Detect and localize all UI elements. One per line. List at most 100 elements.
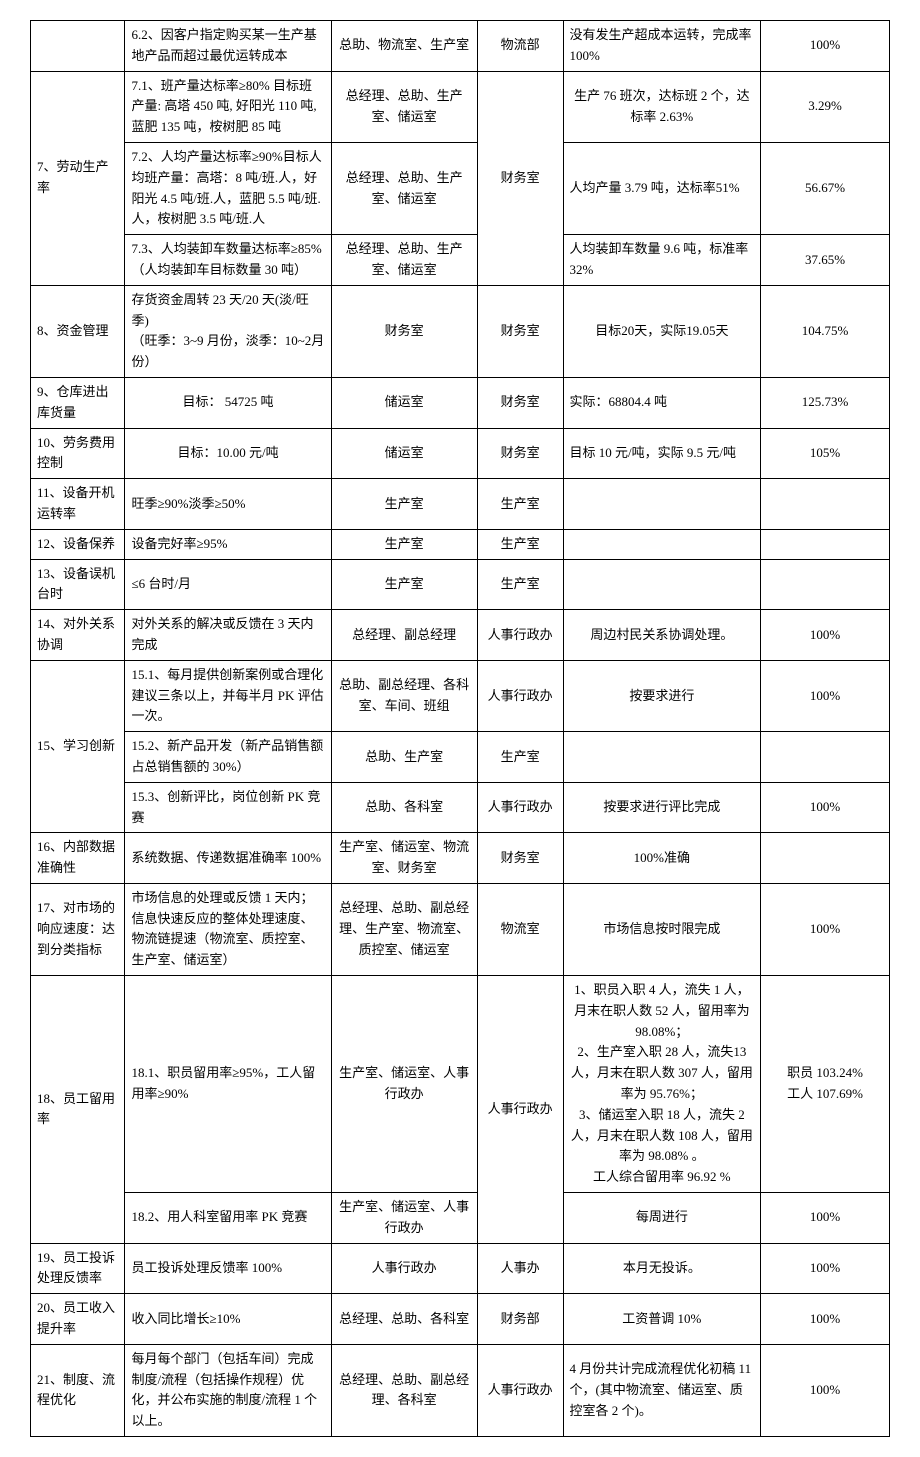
cell-responsible: 总助、生产室 — [331, 732, 477, 783]
table-row: 14、对外关系协调对外关系的解决或反馈在 3 天内完成总经理、副总经理人事行政办… — [31, 610, 890, 661]
cell-checker: 生产室 — [477, 529, 563, 559]
table-row: 16、内部数据准确性系统数据、传递数据准确率 100%生产室、储运室、物流室、财… — [31, 833, 890, 884]
cell-responsible: 生产室 — [331, 529, 477, 559]
cell-checker: 财务室 — [477, 833, 563, 884]
cell-target: ≤6 台时/月 — [125, 559, 331, 610]
cell-rate — [761, 732, 890, 783]
cell-category: 21、制度、流程优化 — [31, 1344, 125, 1436]
cell-responsible: 生产室、储运室、物流室、财务室 — [331, 833, 477, 884]
table-row: 6.2、因客户指定购买某一生产基地产品而超过最优运转成本总助、物流室、生产室物流… — [31, 21, 890, 72]
cell-target: 对外关系的解决或反馈在 3 天内完成 — [125, 610, 331, 661]
cell-target: 目标：10.00 元/吨 — [125, 428, 331, 479]
cell-category: 7、劳动生产率 — [31, 71, 125, 285]
cell-checker: 物流部 — [477, 21, 563, 72]
cell-target: 18.2、用人科室留用率 PK 竞赛 — [125, 1193, 331, 1244]
cell-checker: 人事行政办 — [477, 660, 563, 731]
cell-category: 12、设备保养 — [31, 529, 125, 559]
cell-target: 系统数据、传递数据准确率 100% — [125, 833, 331, 884]
cell-responsible: 总经理、总助、生产室、储运室 — [331, 71, 477, 142]
cell-result: 每周进行 — [563, 1193, 761, 1244]
cell-target: 15.1、每月提供创新案例或合理化建议三条以上，并每半月 PK 评估一次。 — [125, 660, 331, 731]
cell-checker: 人事行政办 — [477, 1344, 563, 1436]
cell-result: 按要求进行评比完成 — [563, 782, 761, 833]
cell-rate: 56.67% — [761, 142, 890, 234]
cell-responsible: 财务室 — [331, 285, 477, 377]
cell-checker: 财务室 — [477, 428, 563, 479]
cell-result: 本月无投诉。 — [563, 1243, 761, 1294]
cell-result: 按要求进行 — [563, 660, 761, 731]
cell-rate: 100% — [761, 883, 890, 975]
cell-target: 员工投诉处理反馈率 100% — [125, 1243, 331, 1294]
table-row: 18.2、用人科室留用率 PK 竞赛生产室、储运室、人事行政办 每周进行100% — [31, 1193, 890, 1244]
table-row: 15.3、创新评比，岗位创新 PK 竞赛总助、各科室人事行政办按要求进行评比完成… — [31, 782, 890, 833]
table-row: 18、员工留用率18.1、职员留用率≥95%，工人留用率≥90%生产室、储运室、… — [31, 976, 890, 1193]
table-row: 15、学习创新15.1、每月提供创新案例或合理化建议三条以上，并每半月 PK 评… — [31, 660, 890, 731]
cell-category — [31, 21, 125, 72]
cell-rate — [761, 559, 890, 610]
cell-category: 18、员工留用率 — [31, 976, 125, 1244]
cell-category: 8、资金管理 — [31, 285, 125, 377]
cell-result: 市场信息按时限完成 — [563, 883, 761, 975]
cell-result — [563, 732, 761, 783]
cell-target: 设备完好率≥95% — [125, 529, 331, 559]
cell-checker: 财务室 — [477, 285, 563, 377]
cell-category: 20、员工收入提升率 — [31, 1294, 125, 1345]
table-row: 9、仓库进出库货量目标： 54725 吨储运室财务室实际：68804.4 吨12… — [31, 377, 890, 428]
table-row: 21、制度、流程优化每月每个部门（包括车间）完成制度/流程（包括操作规程）优化，… — [31, 1344, 890, 1436]
cell-result: 生产 76 班次，达标班 2 个，达标率 2.63% — [563, 71, 761, 142]
cell-target: 7.2、人均产量达标率≥90%目标人均班产量：高塔：8 吨/班.人，好阳光 4.… — [125, 142, 331, 234]
cell-rate — [761, 529, 890, 559]
cell-target: 旺季≥90%淡季≥50% — [125, 479, 331, 530]
cell-result: 实际：68804.4 吨 — [563, 377, 761, 428]
cell-checker: 生产室 — [477, 559, 563, 610]
cell-responsible: 总助、各科室 — [331, 782, 477, 833]
cell-category: 9、仓库进出库货量 — [31, 377, 125, 428]
table-row: 19、员工投诉处理反馈率员工投诉处理反馈率 100%人事行政办人事办本月无投诉。… — [31, 1243, 890, 1294]
cell-category: 17、对市场的响应速度：达到分类指标 — [31, 883, 125, 975]
cell-responsible: 总经理、总助、副总经理、生产室、物流室、质控室、储运室 — [331, 883, 477, 975]
cell-result: 目标20天，实际19.05天 — [563, 285, 761, 377]
cell-target: 7.1、班产量达标率≥80% 目标班产量: 高塔 450 吨, 好阳光 110 … — [125, 71, 331, 142]
cell-rate: 100% — [761, 21, 890, 72]
cell-category: 14、对外关系协调 — [31, 610, 125, 661]
cell-responsible: 生产室、储运室、人事行政办 — [331, 1193, 477, 1244]
cell-responsible: 人事行政办 — [331, 1243, 477, 1294]
cell-rate: 100% — [761, 1193, 890, 1244]
cell-responsible: 总经理、副总经理 — [331, 610, 477, 661]
cell-checker: 物流室 — [477, 883, 563, 975]
cell-target: 15.2、新产品开发（新产品销售额占总销售额的 30%） — [125, 732, 331, 783]
table-row: 20、员工收入提升率收入同比增长≥10%总经理、总助、各科室财务部工资普调 10… — [31, 1294, 890, 1345]
cell-target: 目标： 54725 吨 — [125, 377, 331, 428]
cell-rate: 37.65% — [761, 235, 890, 286]
cell-result: 100%准确 — [563, 833, 761, 884]
cell-result: 4 月份共计完成流程优化初稿 11 个，(其中物流室、储运室、质控室各 2 个)… — [563, 1344, 761, 1436]
cell-rate: 100% — [761, 782, 890, 833]
table-row: 13、设备误机台时≤6 台时/月生产室生产室 — [31, 559, 890, 610]
table-row: 7、劳动生产率7.1、班产量达标率≥80% 目标班产量: 高塔 450 吨, 好… — [31, 71, 890, 142]
kpi-table: 6.2、因客户指定购买某一生产基地产品而超过最优运转成本总助、物流室、生产室物流… — [30, 20, 890, 1437]
cell-result: 工资普调 10% — [563, 1294, 761, 1345]
cell-rate: 100% — [761, 610, 890, 661]
cell-result — [563, 529, 761, 559]
table-row: 12、设备保养设备完好率≥95%生产室生产室 — [31, 529, 890, 559]
cell-responsible: 总助、物流室、生产室 — [331, 21, 477, 72]
cell-rate: 125.73% — [761, 377, 890, 428]
cell-result — [563, 479, 761, 530]
cell-checker: 财务室 — [477, 71, 563, 285]
cell-target: 18.1、职员留用率≥95%，工人留用率≥90% — [125, 976, 331, 1193]
cell-target: 收入同比增长≥10% — [125, 1294, 331, 1345]
table-row: 10、劳务费用控制目标：10.00 元/吨储运室财务室目标 10 元/吨，实际 … — [31, 428, 890, 479]
cell-result: 目标 10 元/吨，实际 9.5 元/吨 — [563, 428, 761, 479]
cell-category: 13、设备误机台时 — [31, 559, 125, 610]
cell-checker: 财务室 — [477, 377, 563, 428]
cell-rate: 105% — [761, 428, 890, 479]
cell-checker: 生产室 — [477, 479, 563, 530]
cell-category: 15、学习创新 — [31, 660, 125, 833]
cell-result: 人均产量 3.79 吨，达标率51% — [563, 142, 761, 234]
cell-rate: 100% — [761, 1344, 890, 1436]
cell-responsible: 生产室、储运室、人事行政办 — [331, 976, 477, 1193]
cell-result: 没有发生产超成本运转，完成率 100% — [563, 21, 761, 72]
cell-responsible: 生产室 — [331, 479, 477, 530]
cell-checker: 人事行政办 — [477, 976, 563, 1244]
cell-target: 存货资金周转 23 天/20 天(淡/旺季)（旺季：3~9 月份，淡季：10~2… — [125, 285, 331, 377]
